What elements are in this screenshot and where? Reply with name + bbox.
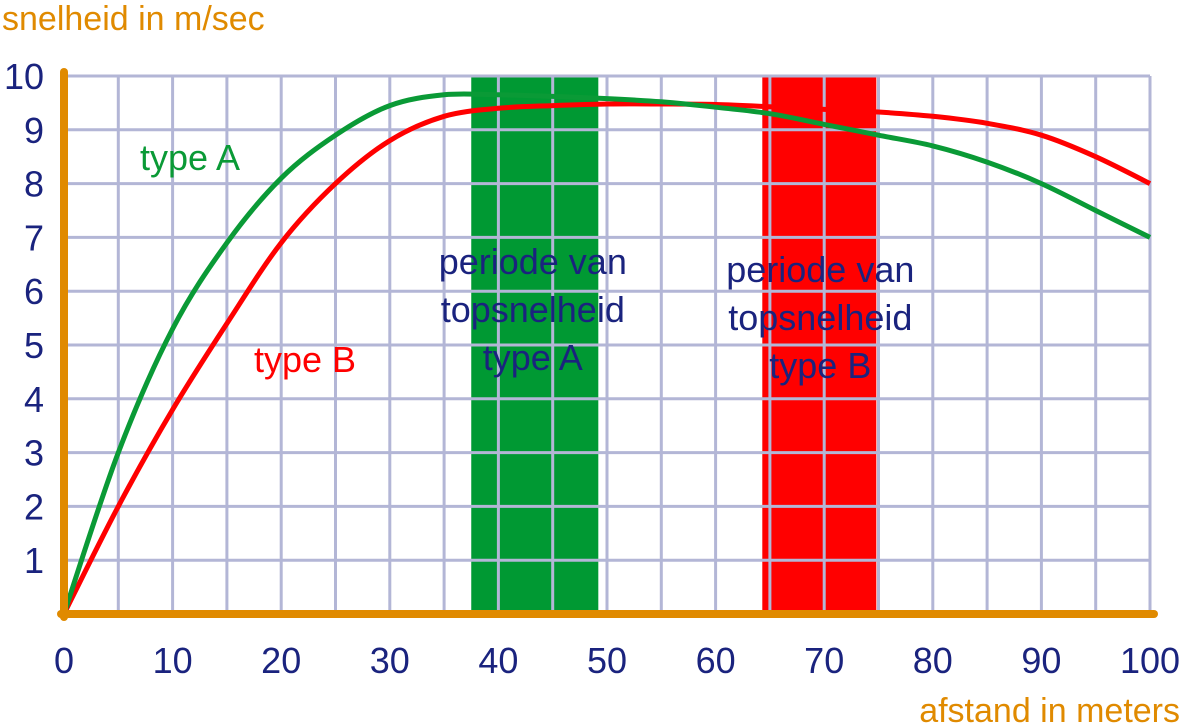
- x-tick-label: 40: [478, 640, 518, 681]
- series-line-type-a: [61, 91, 1152, 615]
- series-line-type-b: [61, 101, 1152, 616]
- grid: [64, 74, 1152, 614]
- y-tick-labels: 1 2 3 4 5 6 7 8 9 10: [4, 56, 44, 581]
- region-label-line: periode van: [726, 249, 914, 290]
- x-tick-label: 20: [261, 640, 301, 681]
- y-tick-label: 5: [24, 325, 44, 366]
- x-tick-label: 60: [696, 640, 736, 681]
- region-label-line: topsnelheid: [728, 297, 912, 338]
- region-label-0: periode van topsnelheid type A: [439, 241, 627, 378]
- y-tick-label: 8: [24, 164, 44, 205]
- region-label-1: periode van topsnelheid type B: [726, 249, 914, 386]
- x-tick-label: 0: [54, 640, 74, 681]
- y-tick-label: 7: [24, 217, 44, 258]
- x-tick-labels: 0 10 20 30 40 50 60 70 80 90 100: [54, 640, 1180, 681]
- region-label-line: topsnelheid: [441, 289, 625, 330]
- x-tick-label: 100: [1120, 640, 1180, 681]
- axes: [57, 68, 1158, 621]
- region-label-line: type B: [769, 345, 871, 386]
- x-tick-label: 50: [587, 640, 627, 681]
- series-label-type-a: type A: [140, 137, 240, 178]
- y-tick-label: 1: [24, 540, 44, 581]
- x-tick-label: 30: [370, 640, 410, 681]
- x-axis-title: afstand in meters: [919, 692, 1180, 725]
- x-tick-label: 70: [804, 640, 844, 681]
- series-lines: [61, 91, 1152, 616]
- y-tick-label: 3: [24, 433, 44, 474]
- y-tick-label: 10: [4, 56, 44, 97]
- region-label-line: periode van: [439, 241, 627, 282]
- y-tick-label: 6: [24, 271, 44, 312]
- x-tick-label: 80: [913, 640, 953, 681]
- y-tick-label: 4: [24, 379, 44, 420]
- y-tick-label: 9: [24, 110, 44, 151]
- x-tick-label: 10: [153, 640, 193, 681]
- region-labels: periode van topsnelheid type A periode van t…: [439, 241, 915, 386]
- y-axis-title: snelheid in m/sec: [2, 0, 265, 38]
- x-tick-label: 90: [1021, 640, 1061, 681]
- series-label-type-b: type B: [254, 339, 356, 380]
- y-tick-label: 2: [24, 486, 44, 527]
- region-label-line: type A: [483, 337, 583, 378]
